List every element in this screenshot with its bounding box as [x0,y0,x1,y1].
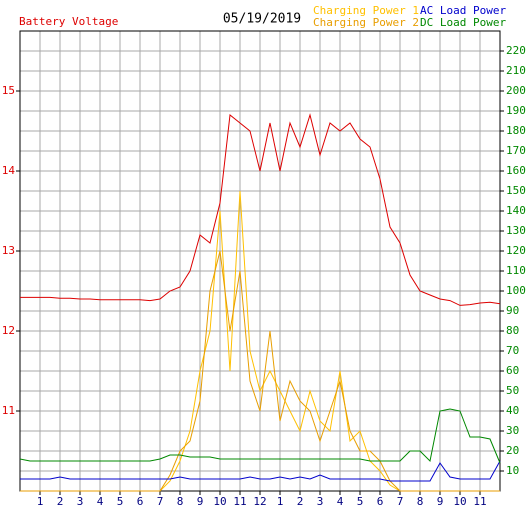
x-tick-label: 7 [157,495,164,508]
x-tick-label: 10 [453,495,466,508]
x-tick-label: 10 [213,495,226,508]
x-tick-label: 1 [277,495,284,508]
y2-tick-label: 170 [506,144,526,157]
x-tick-label: 1 [37,495,44,508]
x-tick-label: 3 [317,495,324,508]
chart-title: 05/19/2019 [223,12,301,27]
x-tick-label: 9 [197,495,204,508]
y2-tick-label: 200 [506,84,526,97]
y2-tick-label: 150 [506,184,526,197]
x-tick-label: 9 [437,495,444,508]
plot-frame [19,30,501,492]
y2-tick-label: 90 [506,304,519,317]
y2-tick-label: 110 [506,264,526,277]
x-tick-label: 3 [77,495,84,508]
x-tick-label: 6 [377,495,384,508]
legend-entry: AC Load Power [420,4,506,17]
series-line [20,460,501,482]
x-tick-label: 4 [337,495,344,508]
x-tick-label: 6 [137,495,144,508]
y2-tick-label: 160 [506,164,526,177]
legend-entry: Charging Power 2 [313,16,419,29]
x-tick-label: 8 [417,495,424,508]
legend-entry: DC Load Power [420,16,506,29]
x-tick-label: 5 [357,495,364,508]
series-line [20,113,501,306]
y-axis-title: Battery Voltage [19,15,118,28]
x-tick-label: 8 [177,495,184,508]
y2-tick-label: 180 [506,124,526,137]
legend-entry: Charging Power 1 [313,4,419,17]
y-tick-label: 13 [2,244,15,257]
y-tick-label: 15 [2,84,15,97]
y2-tick-label: 20 [506,444,519,457]
x-tick-label: 2 [57,495,64,508]
series-line [19,408,501,464]
x-tick-label: 2 [297,495,304,508]
y-tick-label: 11 [2,404,15,417]
y2-tick-label: 100 [506,284,526,297]
y2-tick-label: 60 [506,364,519,377]
x-tick-label: 4 [97,495,104,508]
y2-tick-label: 190 [506,104,526,117]
y-tick-label: 14 [2,164,16,177]
y2-tick-label: 70 [506,344,519,357]
x-tick-label: 11 [233,495,246,508]
y2-tick-label: 10 [506,464,519,477]
y2-tick-label: 50 [506,384,519,397]
x-tick-label: 11 [473,495,486,508]
y2-tick-label: 210 [506,64,526,77]
y2-tick-label: 140 [506,204,526,217]
series-line [20,250,500,492]
y2-tick-label: 40 [506,404,519,417]
y2-tick-label: 30 [506,424,519,437]
y2-tick-label: 120 [506,244,526,257]
y2-tick-label: 220 [506,44,526,57]
y-tick-label: 12 [2,324,15,337]
y2-tick-label: 80 [506,324,519,337]
y2-tick-label: 130 [506,224,526,237]
x-tick-label: 5 [117,495,124,508]
x-tick-label: 7 [397,495,404,508]
x-tick-label: 12 [253,495,266,508]
